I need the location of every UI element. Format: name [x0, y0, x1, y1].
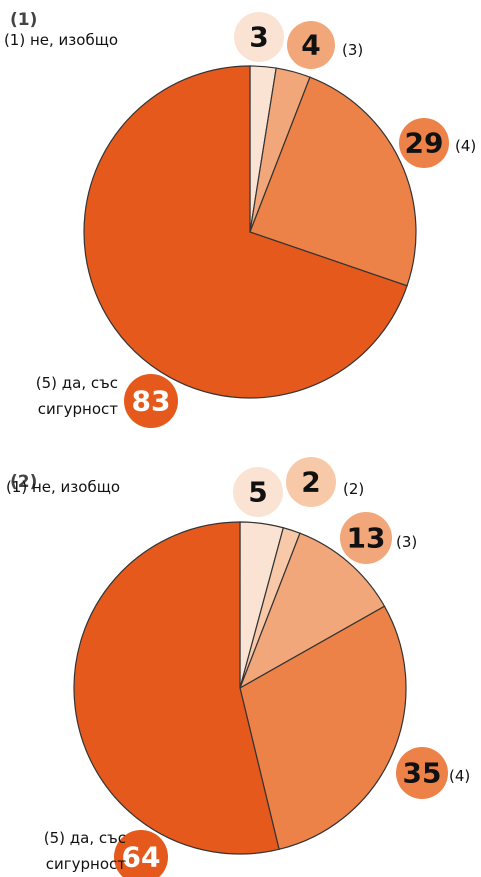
chart-title: (1) — [10, 10, 38, 30]
value-bubble — [234, 12, 284, 62]
pie-slice — [73, 521, 280, 855]
category-label: (2) — [343, 480, 365, 498]
value-bubble — [233, 467, 283, 517]
data-label: 4 — [301, 29, 320, 62]
pie-slice — [249, 76, 417, 287]
category-label: (1) не, изобщо — [5, 478, 120, 496]
data-label: 83 — [132, 385, 171, 418]
value-bubble — [340, 512, 392, 564]
value-bubble — [114, 830, 168, 877]
value-bubble — [399, 118, 449, 168]
data-label: 29 — [405, 127, 444, 160]
category-label: (5) да, със сигурност — [35, 374, 118, 418]
category-label: (1) не, изобщо — [3, 31, 118, 49]
value-bubble — [287, 21, 335, 69]
data-label: 13 — [347, 522, 386, 555]
category-label: (4) — [455, 137, 477, 155]
value-bubble — [124, 374, 178, 428]
data-label: 3 — [249, 21, 268, 54]
category-label: (3) — [396, 533, 418, 551]
value-bubble — [286, 457, 336, 507]
data-label: 64 — [122, 841, 161, 874]
data-label: 5 — [248, 476, 267, 509]
category-label: (4) — [449, 767, 471, 785]
pie-slice — [239, 605, 407, 851]
category-label: (3) — [342, 41, 364, 59]
data-label: 35 — [403, 757, 442, 790]
pie-slice — [238, 532, 386, 690]
data-label: 2 — [301, 466, 320, 499]
chart-title: (2) — [10, 472, 38, 492]
pie-slice — [83, 65, 408, 399]
category-label: (5) да, със сигурност — [43, 829, 126, 873]
value-bubble — [396, 747, 448, 799]
